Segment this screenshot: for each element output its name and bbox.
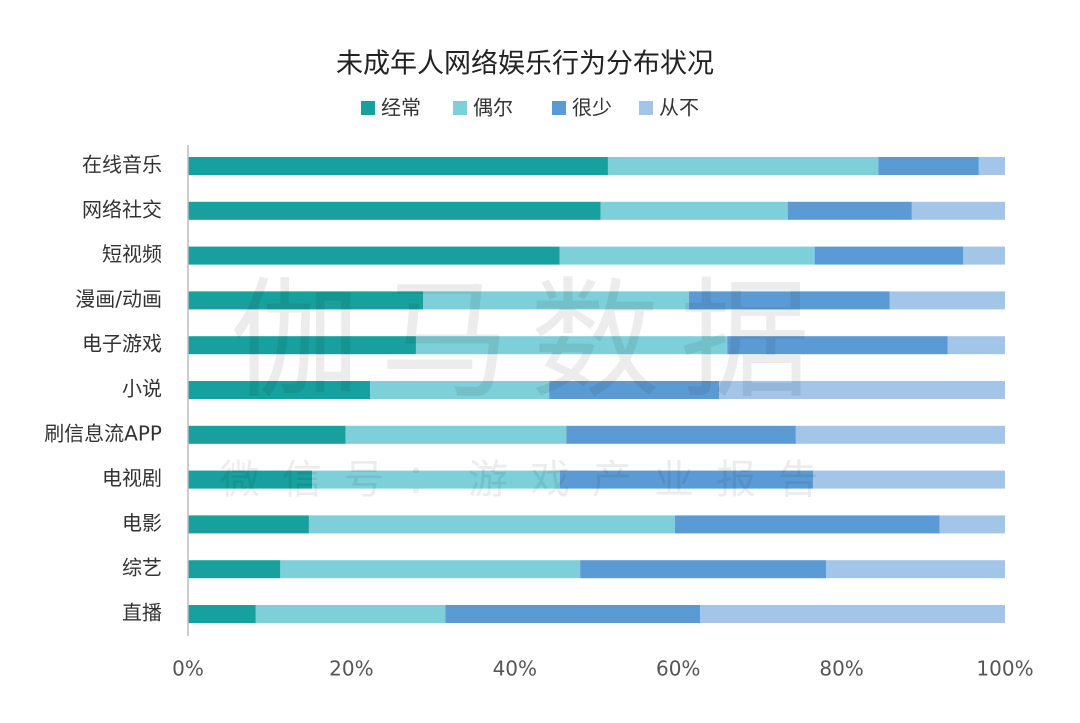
bar-segment <box>188 381 371 399</box>
y-tick-label: 小说 <box>122 377 162 401</box>
x-tick-label: 60% <box>656 657 700 681</box>
bar-segment <box>188 201 601 220</box>
legend-swatch <box>453 101 467 115</box>
legend-label: 偶尔 <box>473 96 513 120</box>
watermark: 伽马数据 <box>230 265 830 417</box>
bar-segment <box>814 246 964 265</box>
bar-segment <box>255 605 446 623</box>
bar-segment <box>787 201 912 220</box>
bar-segment <box>559 246 815 265</box>
chart-title: 未成年人网络娱乐行为分布状况 <box>336 49 714 80</box>
bar-segment <box>188 157 608 175</box>
x-tick-label: 100% <box>976 657 1033 681</box>
bar-segment <box>280 560 581 579</box>
bar-segment <box>878 157 979 175</box>
bar-segment <box>911 201 1005 220</box>
bar-segment <box>370 381 550 399</box>
bar-segment <box>188 336 416 355</box>
legend-swatch <box>552 101 566 115</box>
bar-segment <box>963 246 1005 265</box>
bar-segment <box>188 246 560 265</box>
bar-segment <box>188 515 309 534</box>
y-tick-label: 漫画/动画 <box>75 287 162 311</box>
bar-segment <box>312 470 560 489</box>
bar-segment <box>188 605 256 623</box>
bar-segment <box>727 336 948 355</box>
y-tick-label: 网络社交 <box>82 197 162 221</box>
x-tick-label: 0% <box>172 657 204 681</box>
bar-segment <box>345 425 567 444</box>
y-tick-label: 直播 <box>122 601 162 625</box>
y-tick-label: 短视频 <box>102 242 162 266</box>
bar-segment <box>423 291 689 310</box>
bar-segment <box>939 515 1005 534</box>
legend-label: 很少 <box>572 96 612 120</box>
bar-segment <box>795 425 1005 444</box>
y-tick-label: 电影 <box>122 511 162 535</box>
bar-segment <box>559 470 814 489</box>
bar-segment <box>308 515 675 534</box>
bar-segment <box>978 157 1005 175</box>
bar-segment <box>826 560 1005 579</box>
y-tick-label: 刷信息流APP <box>44 421 162 445</box>
bar-segment <box>415 336 728 355</box>
bar-segment <box>688 291 890 310</box>
bar-segment <box>188 425 346 444</box>
bar-segment <box>188 291 424 310</box>
watermark-sub: 微信号：游戏产业报告 <box>220 457 840 503</box>
y-tick-label: 综艺 <box>122 556 162 580</box>
y-tick-label: 电子游戏 <box>82 332 162 356</box>
bar-segment <box>947 336 1005 355</box>
bar-segment <box>445 605 701 623</box>
bar-segment <box>549 381 720 399</box>
legend-swatch <box>639 101 653 115</box>
legend-label: 经常 <box>381 96 421 120</box>
y-tick-label: 电视剧 <box>102 466 162 490</box>
bar-segment <box>889 291 1005 310</box>
bar-segment <box>188 560 281 579</box>
legend-label: 从不 <box>659 96 699 120</box>
x-tick-label: 20% <box>329 657 373 681</box>
bar-segment <box>813 470 1005 489</box>
bar-segment <box>674 515 940 534</box>
bar-segment <box>607 157 879 175</box>
plot <box>188 157 1005 623</box>
bar-segment <box>600 201 788 220</box>
x-tick-label: 40% <box>493 657 537 681</box>
x-tick-label: 80% <box>819 657 863 681</box>
bar-segment <box>580 560 827 579</box>
bar-segment <box>719 381 1005 399</box>
bar-segment <box>188 470 313 489</box>
bar-segment <box>700 605 1005 623</box>
legend-swatch <box>361 101 375 115</box>
y-tick-label: 在线音乐 <box>82 153 162 177</box>
bar-segment <box>566 425 796 444</box>
